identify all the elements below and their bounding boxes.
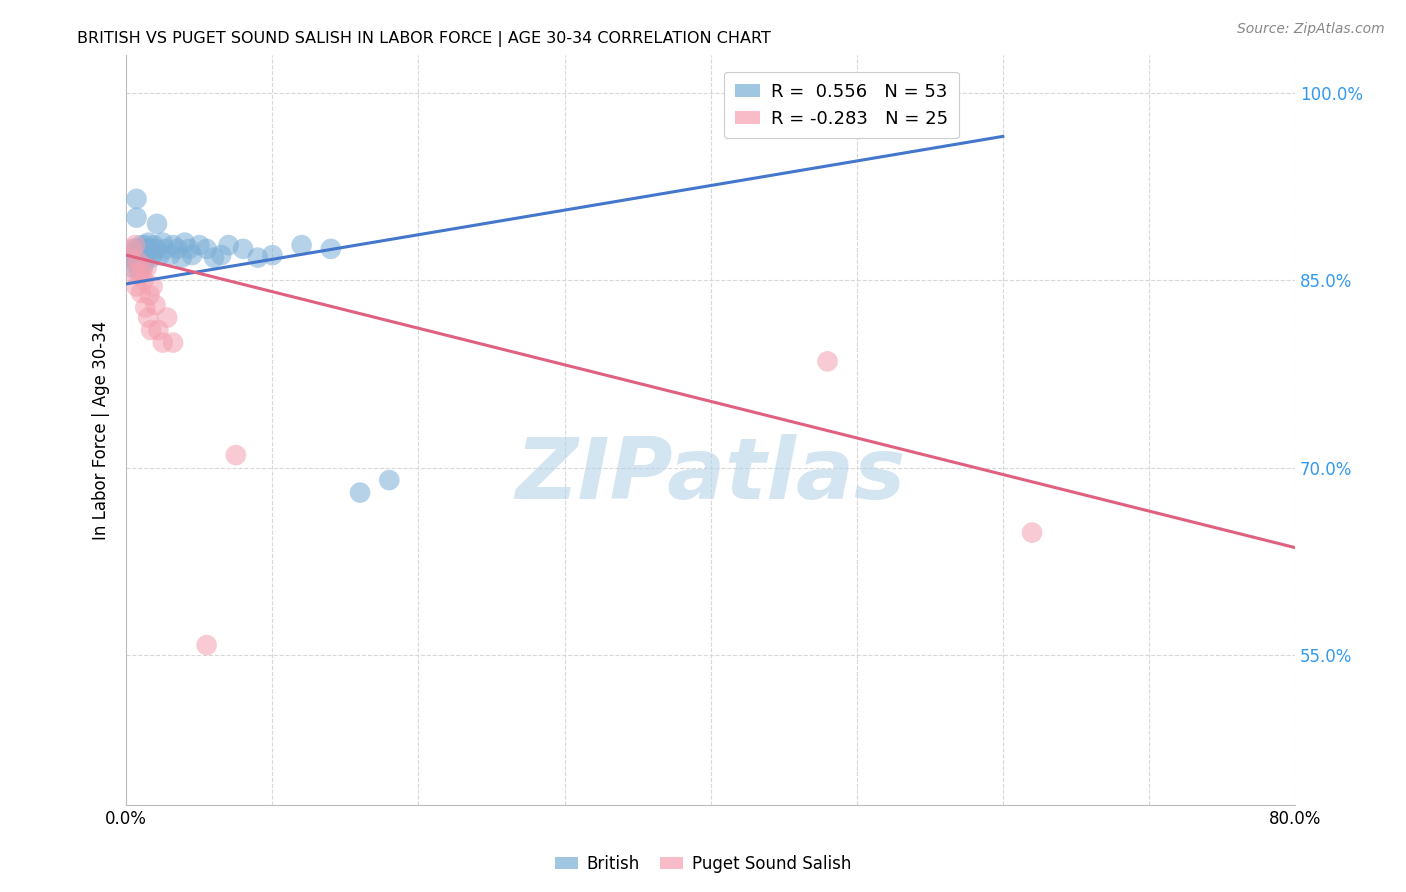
Point	[124, 238, 146, 252]
Point	[149, 248, 172, 262]
Point	[134, 248, 156, 262]
Point	[129, 285, 152, 300]
Point	[1021, 525, 1043, 540]
Point	[131, 257, 153, 271]
Point	[125, 192, 148, 206]
Point	[120, 245, 142, 260]
Point	[135, 242, 157, 256]
Point	[145, 242, 167, 256]
Point	[148, 323, 170, 337]
Point	[128, 267, 150, 281]
Point	[246, 251, 269, 265]
Point	[127, 242, 149, 256]
Point	[156, 310, 179, 325]
Point	[319, 242, 342, 256]
Point	[131, 263, 153, 277]
Point	[166, 242, 188, 256]
Point	[131, 248, 153, 262]
Point	[124, 267, 146, 281]
Point	[132, 258, 155, 272]
Point	[125, 279, 148, 293]
Point	[162, 335, 184, 350]
Point	[145, 298, 167, 312]
Point	[136, 235, 159, 250]
Point	[159, 248, 181, 262]
Point	[138, 242, 160, 256]
Point	[118, 251, 141, 265]
Point	[349, 485, 371, 500]
Point	[143, 238, 166, 252]
Point	[188, 238, 211, 252]
Point	[129, 258, 152, 272]
Legend: R =  0.556   N = 53, R = -0.283   N = 25: R = 0.556 N = 53, R = -0.283 N = 25	[724, 71, 959, 138]
Point	[122, 251, 145, 265]
Point	[155, 242, 177, 256]
Text: Source: ZipAtlas.com: Source: ZipAtlas.com	[1237, 22, 1385, 37]
Legend: British, Puget Sound Salish: British, Puget Sound Salish	[548, 848, 858, 880]
Point	[134, 238, 156, 252]
Point	[128, 242, 150, 256]
Point	[129, 248, 152, 262]
Point	[122, 242, 145, 256]
Y-axis label: In Labor Force | Age 30-34: In Labor Force | Age 30-34	[93, 320, 110, 540]
Point	[232, 242, 254, 256]
Point	[142, 279, 165, 293]
Point	[195, 242, 218, 256]
Point	[152, 335, 174, 350]
Text: ZIPatlas: ZIPatlas	[516, 434, 905, 516]
Point	[129, 242, 152, 256]
Point	[162, 238, 184, 252]
Point	[127, 258, 149, 272]
Point	[378, 473, 401, 487]
Point	[179, 242, 201, 256]
Point	[195, 638, 218, 652]
Point	[817, 354, 839, 368]
Point	[139, 251, 162, 265]
Point	[262, 248, 284, 262]
Point	[139, 323, 162, 337]
Point	[146, 217, 169, 231]
Point	[136, 310, 159, 325]
Point	[121, 260, 143, 275]
Point	[173, 235, 195, 250]
Point	[129, 238, 152, 252]
Point	[291, 238, 314, 252]
Point	[170, 251, 193, 265]
Point	[225, 448, 247, 462]
Point	[127, 254, 149, 268]
Point	[120, 251, 142, 265]
Point	[202, 251, 225, 265]
Point	[218, 238, 240, 252]
Point	[132, 273, 155, 287]
Point	[124, 248, 146, 262]
Point	[128, 254, 150, 268]
Point	[142, 248, 165, 262]
Point	[152, 235, 174, 250]
Text: BRITISH VS PUGET SOUND SALISH IN LABOR FORCE | AGE 30-34 CORRELATION CHART: BRITISH VS PUGET SOUND SALISH IN LABOR F…	[77, 31, 772, 47]
Point	[181, 248, 204, 262]
Point	[134, 301, 156, 315]
Point	[209, 248, 232, 262]
Point	[121, 242, 143, 256]
Point	[128, 263, 150, 277]
Point	[132, 242, 155, 256]
Point	[135, 260, 157, 275]
Point	[138, 288, 160, 302]
Point	[125, 211, 148, 225]
